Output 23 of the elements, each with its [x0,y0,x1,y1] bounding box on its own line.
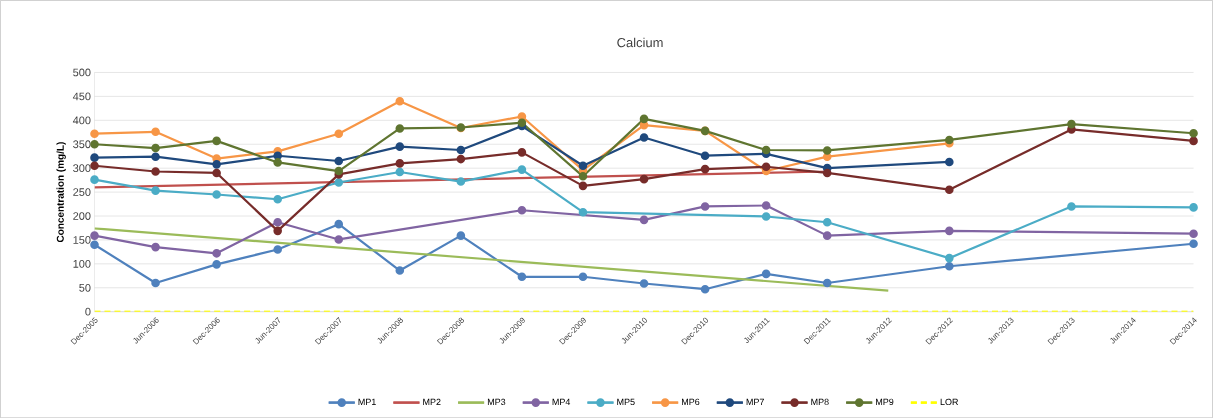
legend-label: MP8 [811,398,829,405]
chart-title: Calcium [617,37,663,48]
legend-label: MP6 [681,398,700,405]
y-tick-label: 100 [73,259,91,268]
y-tick-label: 0 [85,307,91,316]
legend-label: MP1 [358,398,376,405]
legend-label: LOR [940,398,959,405]
y-tick-label: 350 [73,140,91,149]
legend-label: MP3 [487,398,506,405]
y-tick-label: 500 [73,68,91,77]
y-tick-label: 250 [73,188,91,196]
y-tick-label: 450 [72,92,91,101]
legend-label: MP2 [423,398,441,405]
y-axis-title: Concentration (mg/L) [56,142,66,242]
y-tick-label: 300 [73,164,91,172]
legend-label: MP4 [552,398,571,405]
y-tick-label: 200 [73,212,91,220]
legend-label: MP5 [617,398,635,405]
y-tick-label: 150 [73,235,91,244]
y-tick-label: 400 [72,116,91,125]
legend-label: MP9 [876,398,894,405]
legend-label: MP7 [746,398,764,405]
y-tick-label: 50 [79,283,91,292]
